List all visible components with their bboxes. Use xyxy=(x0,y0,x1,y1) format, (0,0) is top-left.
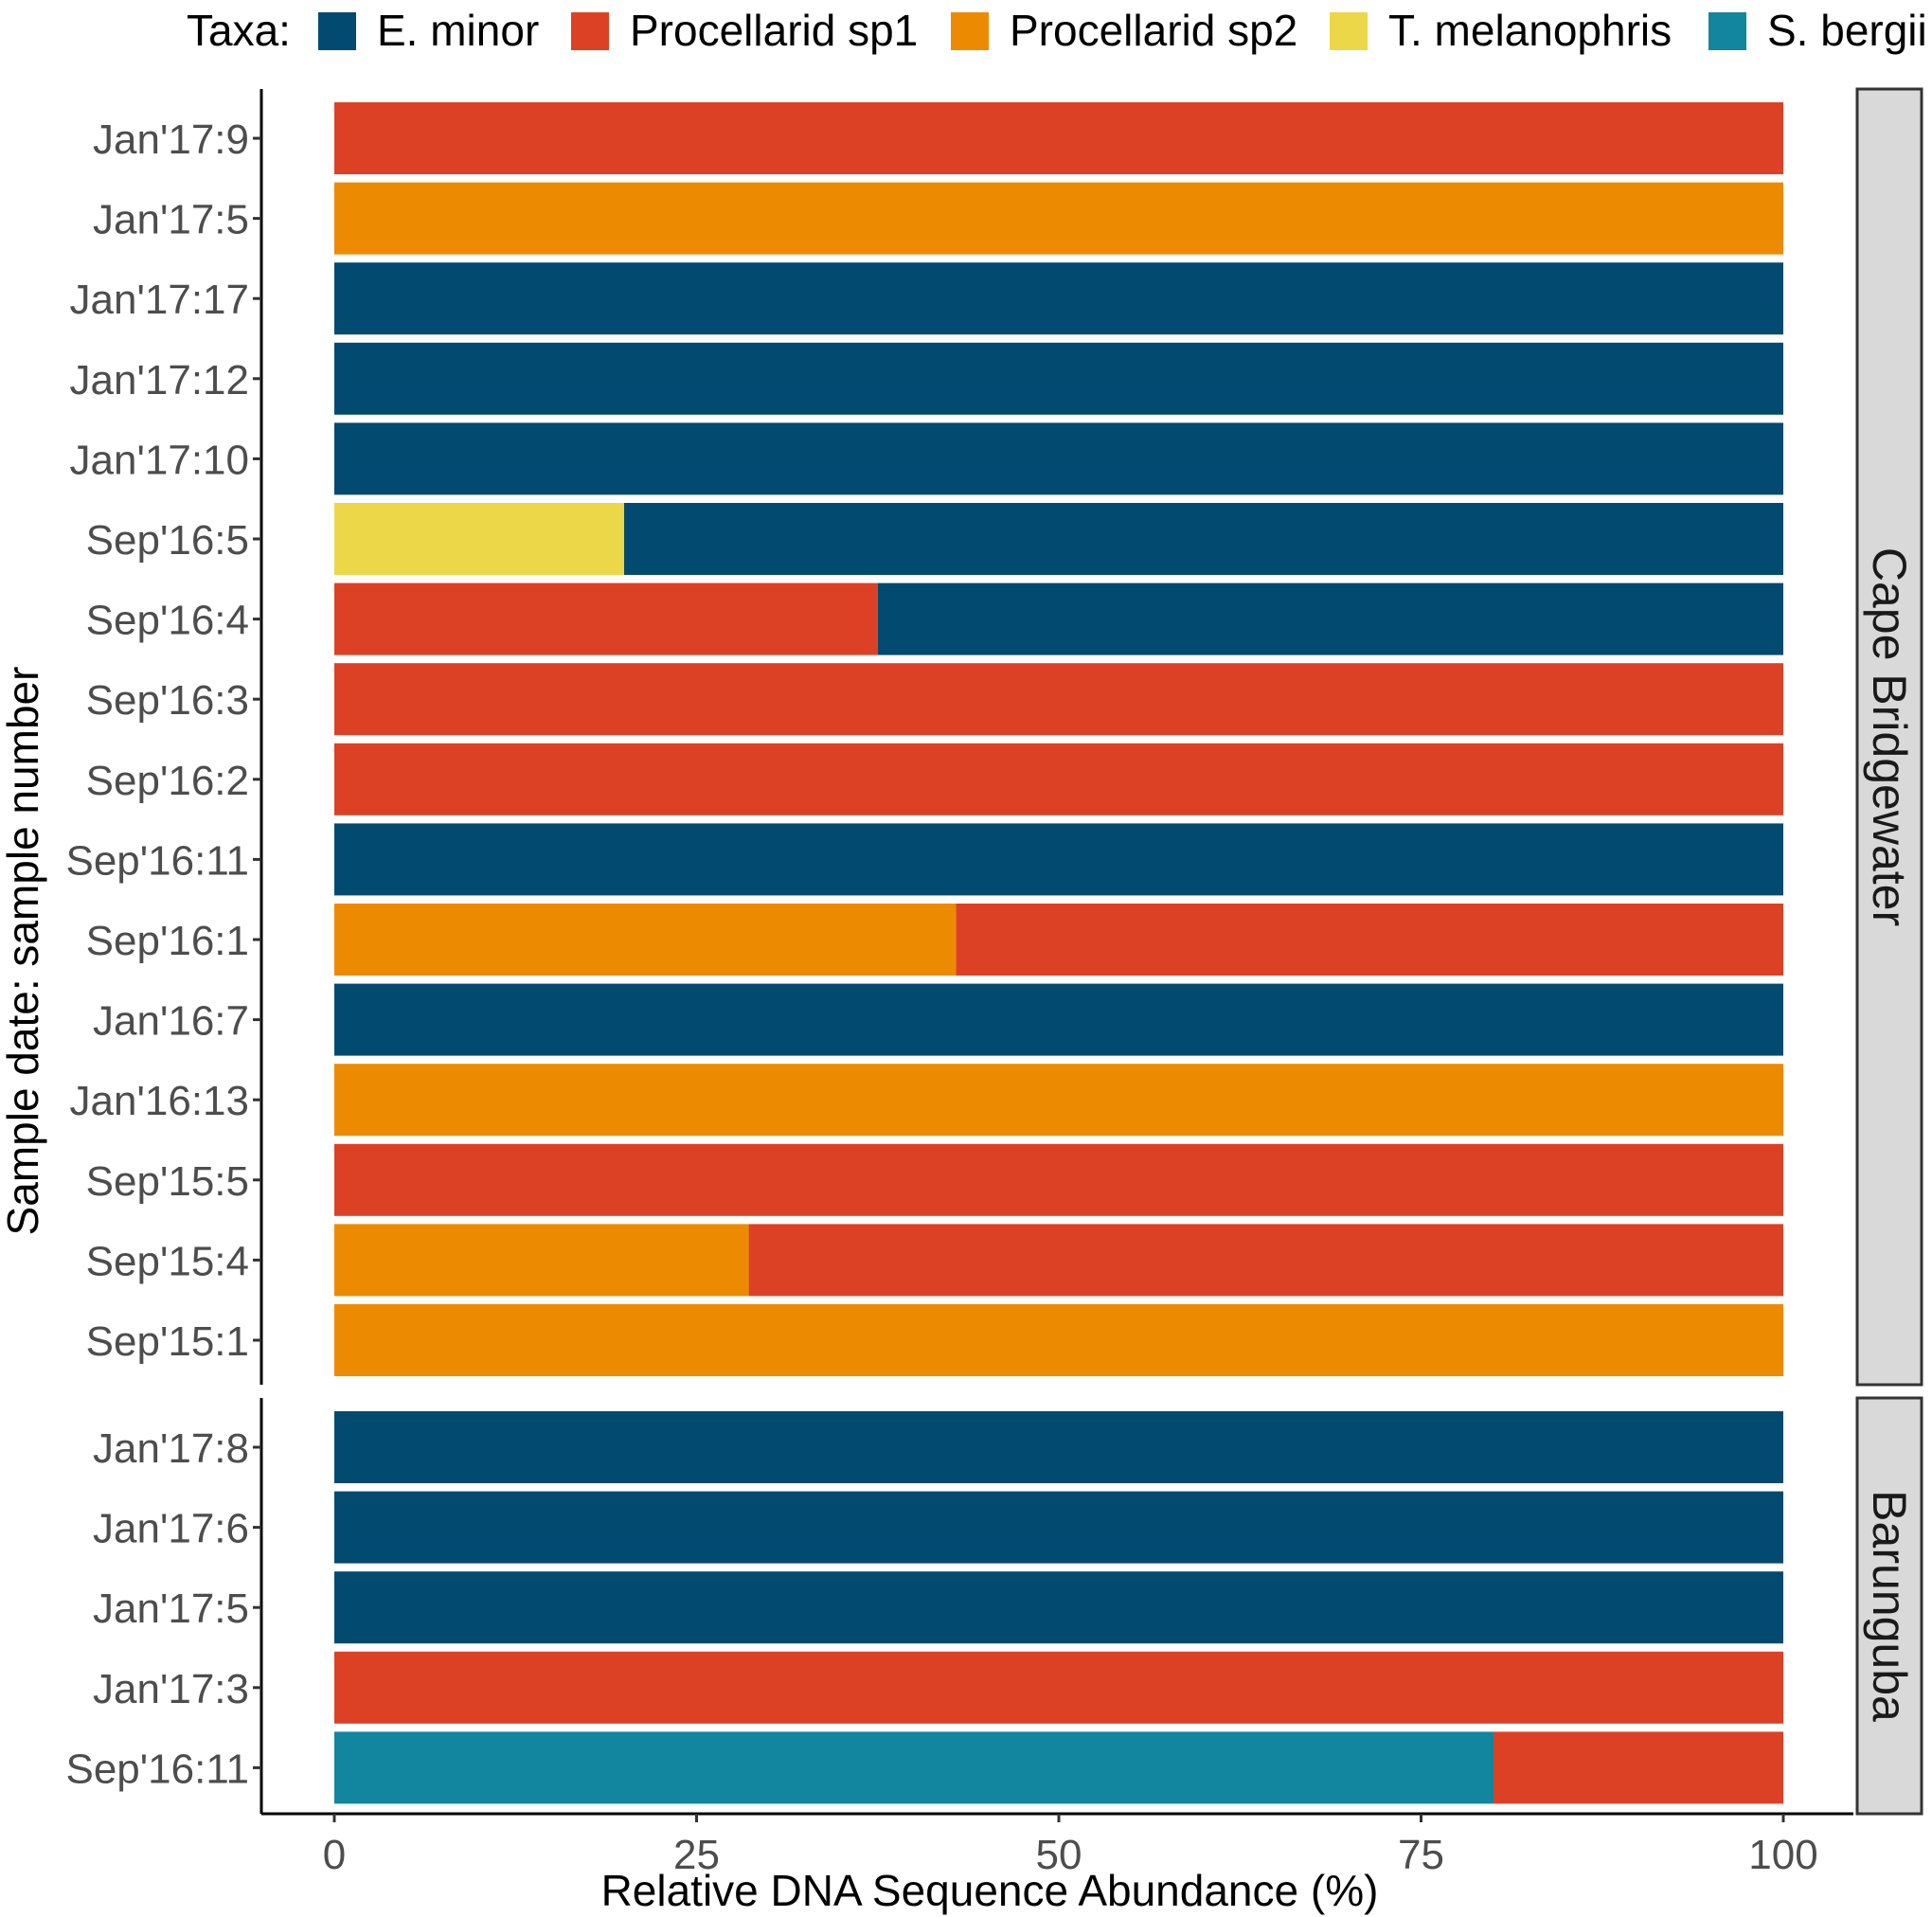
x-tick-label: 50 xyxy=(1036,1832,1082,1878)
bar-row-jan-17-3 xyxy=(334,1651,1783,1724)
legend-label-e-minor: E. minor xyxy=(377,6,539,55)
legend-key-s-bergii xyxy=(1708,12,1746,50)
panel-cape-bridgewater: Jan'17:9 Jan'17:5 Jan'17:17 Jan'17:12 Jan'17… xyxy=(65,87,1923,1387)
bar-segment-e-minor xyxy=(334,823,1783,896)
panels: Jan'17:9 Jan'17:5 Jan'17:17 Jan'17:12 Jan'17… xyxy=(65,87,1923,1816)
legend-label-procellarid-sp1: Procellarid sp1 xyxy=(630,6,918,55)
bar-segment-e-minor xyxy=(877,582,1783,655)
x-axis-title: Relative DNA Sequence Abundance (%) xyxy=(601,1866,1379,1915)
bar-row-sep-16-11 xyxy=(334,1731,1783,1804)
bar-row-jan-16-13 xyxy=(334,1064,1783,1137)
y-tick-label: Jan'17:12 xyxy=(70,357,249,403)
legend-label-procellarid-sp2: Procellarid sp2 xyxy=(1010,6,1297,55)
bar-segment-procellarid-sp1 xyxy=(334,743,1783,815)
legend-key-t-melanophris xyxy=(1330,12,1368,50)
legend-key-procellarid-sp2 xyxy=(951,12,989,50)
y-tick-label: Jan'17:17 xyxy=(70,277,249,323)
bar-segment-procellarid-sp1 xyxy=(334,1143,1783,1216)
bar-row-jan-17-9 xyxy=(334,102,1783,174)
bar-row-sep-16-4 xyxy=(334,582,1783,655)
x-tick-label: 25 xyxy=(673,1832,720,1878)
legend-title: Taxa: xyxy=(187,6,291,55)
bar-segment-procellarid-sp1 xyxy=(956,904,1783,976)
x-axis: 0 25 50 75 100 xyxy=(261,1812,1853,1878)
y-tick-label: Jan'17:8 xyxy=(93,1425,249,1472)
bar-segment-procellarid-sp1 xyxy=(748,1224,1783,1297)
bar-segment-e-minor xyxy=(334,983,1783,1056)
facet-strip xyxy=(1855,87,1923,1387)
y-tick-label: Jan'17:5 xyxy=(93,1586,249,1632)
bar-row-sep-15-1 xyxy=(334,1304,1783,1376)
bar-row-jan-17-12 xyxy=(334,342,1783,415)
bar-segment-procellarid-sp2 xyxy=(334,904,957,976)
bar-row-jan-17-10 xyxy=(334,422,1783,495)
y-axis-title: Sample date: sample number xyxy=(0,667,47,1236)
y-tick-label: Jan'17:9 xyxy=(93,116,249,163)
bar-segment-e-minor xyxy=(334,1491,1783,1564)
bar-segment-procellarid-sp2 xyxy=(334,182,1783,255)
y-tick-label: Sep'15:4 xyxy=(86,1238,249,1284)
y-tick-label: Sep'16:11 xyxy=(65,1746,249,1792)
facet-strip xyxy=(1855,1396,1923,1816)
bar-row-sep-15-5 xyxy=(334,1143,1783,1216)
y-tick-label: Jan'17:10 xyxy=(70,437,249,483)
y-tick-label: Jan'17:6 xyxy=(93,1506,249,1552)
y-tick-label: Sep'16:5 xyxy=(86,517,249,564)
y-tick-label: Sep'16:3 xyxy=(86,677,249,724)
bar-row-jan-17-8 xyxy=(334,1411,1783,1483)
bar-row-sep-16-1 xyxy=(334,904,1783,976)
y-tick-label: Sep'16:1 xyxy=(86,918,249,964)
bar-segment-procellarid-sp2 xyxy=(334,1224,749,1297)
bar-row-sep-16-2 xyxy=(334,743,1783,815)
legend-key-procellarid-sp1 xyxy=(571,12,609,50)
x-tick-label: 0 xyxy=(323,1832,346,1878)
bar-row-sep-15-4 xyxy=(334,1224,1783,1297)
bar-segment-procellarid-sp1 xyxy=(1494,1731,1783,1804)
bar-segment-t-melanophris xyxy=(334,503,624,575)
y-tick-label: Sep'15:1 xyxy=(86,1318,249,1365)
facet-strip-label: Barunguba xyxy=(1863,1490,1916,1722)
panel-barunguba: Jan'17:8 Jan'17:6 Jan'17:5 Jan'17:3 Sep'16:1… xyxy=(65,1396,1923,1816)
bar-row-sep-16-11 xyxy=(334,823,1783,896)
y-tick-label: Sep'16:11 xyxy=(65,837,249,884)
legend: Taxa: E. minor Procellarid sp1 Procellarid… xyxy=(187,6,1927,55)
bar-segment-procellarid-sp2 xyxy=(334,1304,1783,1376)
y-tick-label: Sep'16:4 xyxy=(86,598,249,644)
x-tick-label: 75 xyxy=(1398,1832,1444,1878)
y-tick-label: Jan'16:13 xyxy=(70,1078,249,1124)
bar-segment-e-minor xyxy=(624,503,1783,575)
y-tick-label: Sep'15:5 xyxy=(86,1158,249,1205)
bar-row-jan-16-7 xyxy=(334,983,1783,1056)
bar-row-jan-17-17 xyxy=(334,262,1783,335)
bar-row-sep-16-3 xyxy=(334,663,1783,736)
bar-segment-e-minor xyxy=(334,1571,1783,1644)
bar-segment-procellarid-sp1 xyxy=(334,663,1783,736)
bar-segment-e-minor xyxy=(334,1411,1783,1483)
bar-segment-procellarid-sp1 xyxy=(334,102,1783,174)
x-tick-label: 100 xyxy=(1748,1832,1817,1878)
legend-label-t-melanophris: T. melanophris xyxy=(1388,6,1672,55)
bar-segment-procellarid-sp2 xyxy=(334,1064,1783,1137)
facet-strip-label: Cape Bridgewater xyxy=(1863,547,1916,926)
y-tick-label: Jan'17:5 xyxy=(93,197,249,243)
legend-key-e-minor xyxy=(318,12,356,50)
bar-segment-procellarid-sp1 xyxy=(334,582,878,655)
bar-row-jan-17-5 xyxy=(334,182,1783,255)
y-tick-label: Jan'16:7 xyxy=(93,998,249,1045)
bar-row-jan-17-5 xyxy=(334,1571,1783,1644)
bar-segment-e-minor xyxy=(334,422,1783,495)
bar-row-jan-17-6 xyxy=(334,1491,1783,1564)
bar-segment-s-bergii xyxy=(334,1731,1494,1804)
bar-segment-procellarid-sp1 xyxy=(334,1651,1783,1724)
bar-row-sep-16-5 xyxy=(334,503,1783,575)
bar-segment-e-minor xyxy=(334,262,1783,335)
y-tick-label: Sep'16:2 xyxy=(86,758,249,804)
bar-segment-e-minor xyxy=(334,342,1783,415)
y-tick-label: Jan'17:3 xyxy=(93,1666,249,1712)
legend-label-s-bergii: S. bergii xyxy=(1767,6,1927,55)
